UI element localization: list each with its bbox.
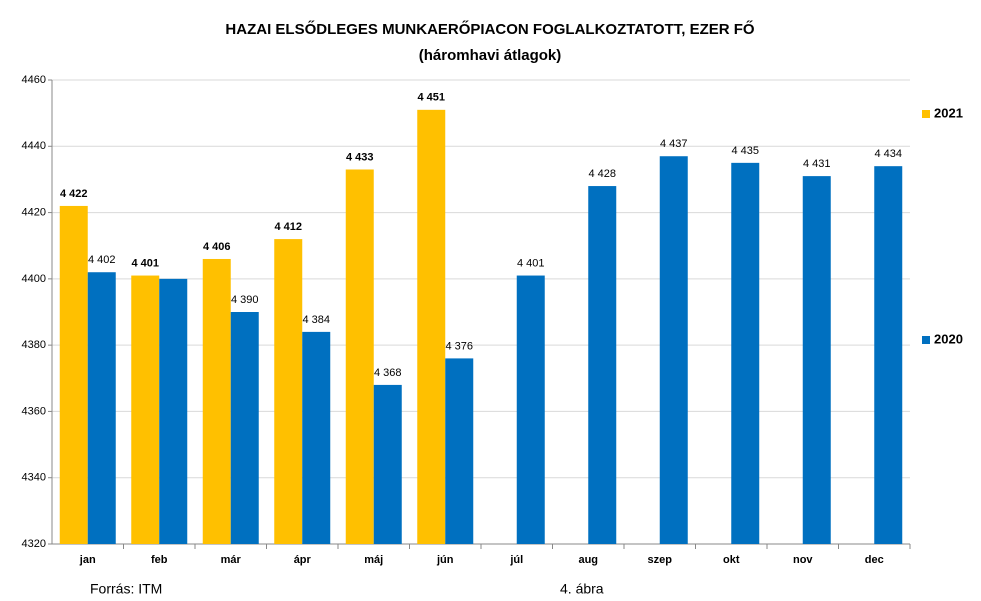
x-tick-label: jún — [436, 554, 454, 566]
bar — [274, 239, 303, 545]
x-tick-label: okt — [723, 554, 740, 566]
y-tick-label: 4360 — [22, 405, 46, 417]
x-tick-label: dec — [865, 554, 884, 566]
y-tick-label: 4320 — [22, 538, 46, 550]
value-label: 4 435 — [731, 145, 759, 157]
x-tick-label: aug — [578, 554, 598, 566]
x-tick-label: máj — [364, 554, 383, 566]
chart-subtitle: (háromhavi átlagok) — [419, 47, 562, 64]
value-label: 4 406 — [203, 241, 231, 253]
x-tick-label: jan — [79, 554, 96, 566]
value-label: 4 401 — [131, 257, 159, 269]
legend-swatch — [922, 336, 930, 344]
value-label: 4 428 — [588, 168, 616, 180]
value-label: 4 384 — [302, 314, 330, 326]
value-label: 4 412 — [274, 221, 302, 233]
bar — [588, 186, 617, 545]
bar — [516, 275, 545, 544]
legend-swatch — [922, 110, 930, 118]
value-label: 4 434 — [874, 148, 902, 160]
value-label: 4 402 — [88, 254, 116, 266]
source: Forrás: ITM — [90, 581, 162, 597]
bar — [345, 169, 374, 544]
value-label: 4 437 — [660, 138, 688, 150]
y-tick-label: 4440 — [22, 140, 46, 152]
bar — [202, 258, 231, 544]
bar — [131, 275, 160, 544]
x-tick-label: ápr — [294, 554, 312, 566]
value-label: 4 401 — [517, 257, 545, 269]
bar — [417, 109, 446, 544]
x-tick-label: júl — [509, 554, 523, 566]
bar — [302, 331, 331, 544]
value-label: 4 390 — [231, 294, 259, 306]
value-label: 4 368 — [374, 367, 402, 379]
value-label: 4 422 — [60, 188, 88, 200]
value-label: 4 376 — [445, 340, 473, 352]
value-label: 4 451 — [417, 92, 445, 104]
bar — [445, 358, 474, 544]
bar — [373, 384, 402, 544]
x-tick-label: nov — [793, 554, 813, 566]
y-tick-label: 4340 — [22, 472, 46, 484]
bar — [874, 166, 903, 544]
y-tick-label: 4460 — [22, 74, 46, 86]
chart-title: HAZAI ELSŐDLEGES MUNKAERŐPIACON FOGLALKO… — [225, 20, 754, 38]
bar — [802, 176, 831, 544]
x-tick-label: feb — [151, 554, 168, 566]
y-tick-label: 4380 — [22, 339, 46, 351]
bar — [230, 312, 259, 544]
y-tick-label: 4420 — [22, 206, 46, 218]
bar — [731, 162, 760, 544]
figure-label: 4. ábra — [560, 581, 604, 597]
value-label: 4 433 — [346, 151, 374, 163]
bar — [59, 205, 88, 544]
legend-label: 2021 — [934, 105, 963, 120]
x-tick-label: szep — [648, 554, 673, 566]
bar — [87, 272, 116, 544]
bar — [659, 156, 688, 544]
bar — [159, 278, 188, 544]
value-label: 4 431 — [803, 158, 831, 170]
y-tick-label: 4400 — [22, 273, 46, 285]
x-tick-label: már — [221, 554, 242, 566]
legend-label: 2020 — [934, 331, 963, 346]
